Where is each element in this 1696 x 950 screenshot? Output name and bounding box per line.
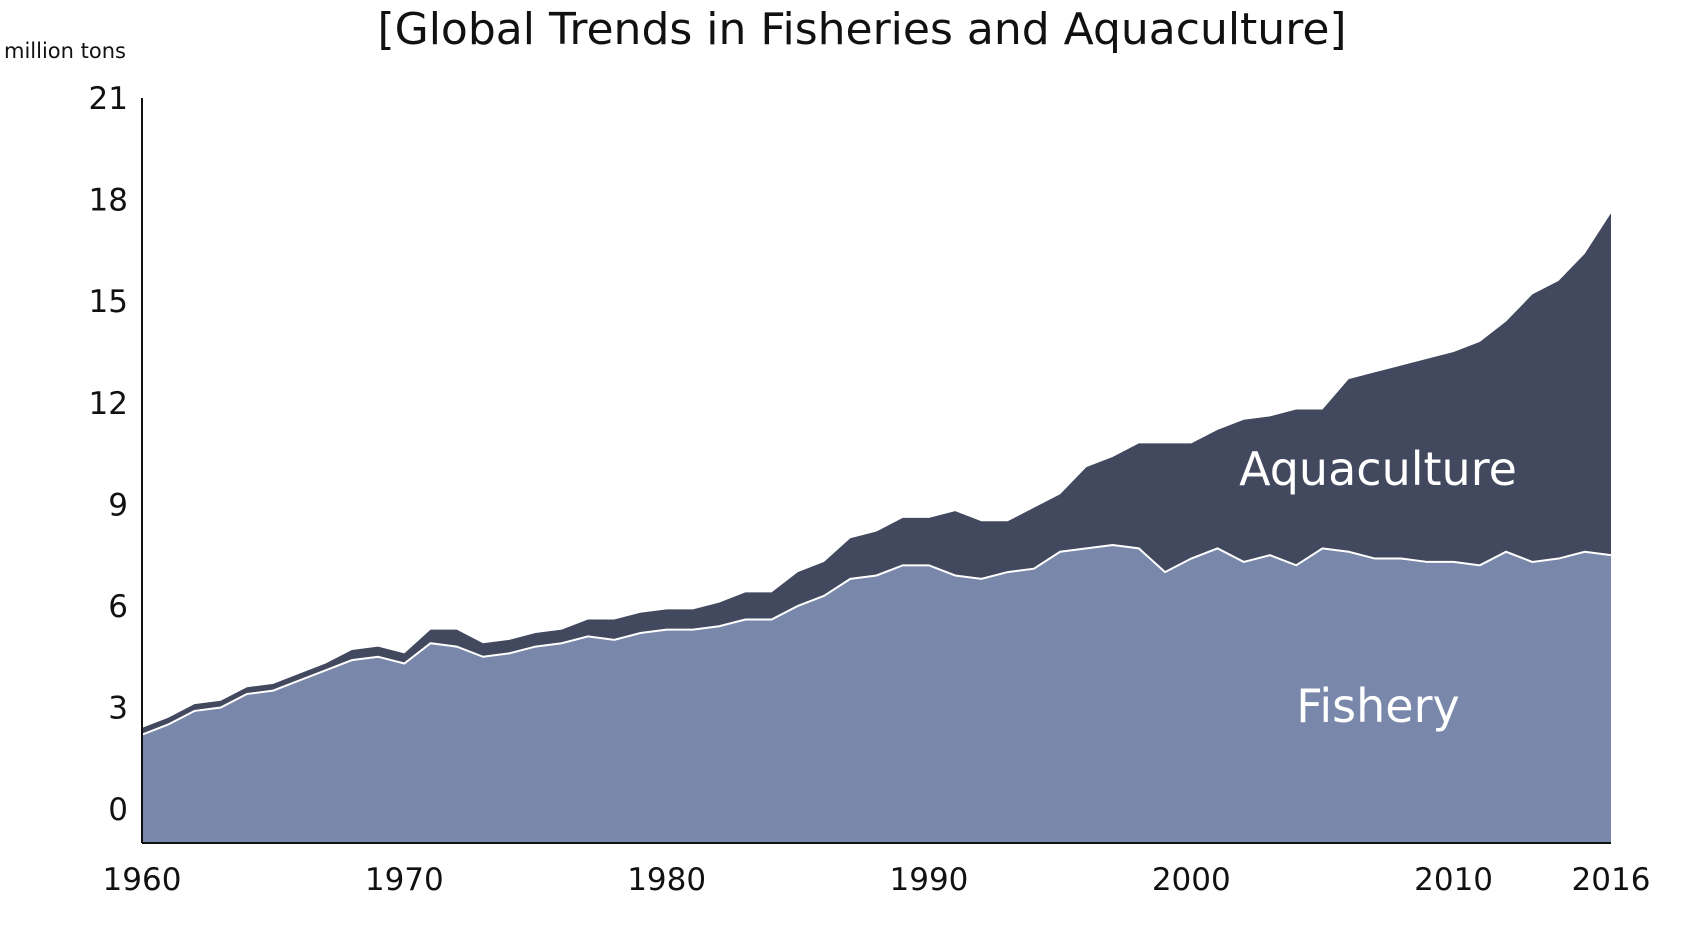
fishery-area: [142, 545, 1611, 843]
x-tick-label: 1980: [627, 862, 706, 898]
series-separator-line: [141, 543, 1612, 736]
y-tick-label: 12: [89, 386, 128, 422]
y-tick-label: 9: [108, 487, 128, 523]
fishery-series-label: Fishery: [1296, 679, 1459, 733]
x-tick-label: 2000: [1152, 862, 1231, 898]
aquaculture-series-label: Aquaculture: [1239, 442, 1517, 496]
x-tick-label: 1990: [890, 862, 969, 898]
x-tick-label: 2010: [1414, 862, 1493, 898]
aquaculture-area: [142, 213, 1611, 735]
x-tick-label: 1970: [365, 862, 444, 898]
y-tick-label: 21: [89, 81, 128, 117]
axes: 0 3 6 9 12 15 18 21 1960 1970 1980 1990 2000 2010 2016: [89, 81, 1651, 898]
y-tick-label: 18: [89, 183, 128, 219]
x-tick-label: 1960: [103, 862, 182, 898]
series-areas: [141, 213, 1612, 843]
y-axis-unit-label: million tons: [4, 39, 126, 63]
y-tick-label: 0: [108, 792, 128, 828]
y-tick-label: 3: [108, 691, 128, 727]
y-tick-label: 15: [89, 284, 128, 320]
x-tick-label: 2016: [1572, 862, 1651, 898]
chart-title: [Global Trends in Fisheries and Aquacult…: [377, 4, 1346, 55]
y-tick-label: 6: [108, 589, 128, 625]
series-labels: Aquaculture Fishery: [1239, 442, 1517, 733]
